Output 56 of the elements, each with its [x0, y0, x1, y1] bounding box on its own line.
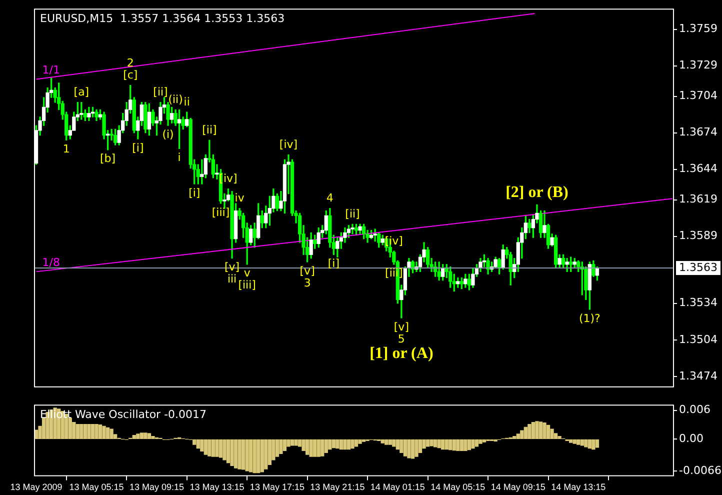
annotation: ii	[184, 95, 190, 108]
annotation: [iii]	[238, 278, 256, 292]
annotation: [i]	[188, 186, 200, 200]
x-tick-label: 14 May 05:15	[430, 482, 486, 492]
x-tick-label: 14 May 09:15	[490, 482, 546, 492]
y-tick-label: 1.3589	[679, 229, 718, 242]
annotation: [i]	[328, 256, 340, 270]
annotation: (1)?	[578, 312, 601, 325]
y-tick-label: 1.3704	[679, 89, 718, 102]
annotation: (ii)	[168, 93, 183, 106]
y-tick-label: 1.3504	[679, 332, 718, 346]
ref-line-label: 1.3563	[679, 260, 718, 274]
x-tick-label: 13 May 21:15	[310, 482, 365, 492]
annotation: 2	[126, 56, 134, 70]
annotation: 3	[304, 276, 311, 290]
annotation: [i]	[132, 141, 144, 154]
annotation: [c]	[123, 68, 138, 82]
series-label: 1/1	[42, 64, 60, 77]
x-tick-label: 14 May 13:15	[551, 482, 606, 492]
annotation: iv	[234, 192, 245, 205]
y-tick-label: 0.00	[679, 432, 704, 446]
annotation: 1	[62, 142, 70, 156]
y-tick-label: 1.3674	[679, 126, 718, 139]
annotation: [v]	[300, 264, 315, 278]
annotation: [iii]	[212, 206, 230, 219]
y-tick-label: 1.3644	[679, 162, 718, 176]
annotation: [b]	[100, 152, 116, 166]
annotation: 4	[326, 192, 334, 205]
annotation: [ii]	[345, 208, 360, 221]
chart-title: EURUSD,M15 1.3557 1.3564 1.3553 1.3563	[40, 12, 285, 25]
y-tick-label: 1.3729	[679, 58, 718, 72]
y-tick-label: 0.006	[679, 403, 710, 416]
annotation: [2] or (B)	[506, 184, 568, 201]
annotation: [v]	[394, 320, 409, 334]
x-tick-label: 13 May 2009	[10, 482, 62, 492]
annotation: iii	[227, 272, 237, 286]
annotation: 5	[398, 332, 405, 346]
x-tick-label: 14 May 01:15	[370, 482, 425, 492]
y-tick-label: 1.3534	[679, 296, 718, 310]
x-tick-label: 13 May 09:15	[129, 482, 184, 492]
annotation: [1] or (A)	[370, 345, 434, 362]
annotation: (i)	[162, 128, 174, 141]
annotation: [ii]	[153, 86, 168, 99]
annotation: [ii]	[202, 124, 217, 137]
y-tick-label: 1.3759	[679, 22, 718, 36]
y-tick-label: 1.3619	[679, 192, 718, 206]
annotation: v	[244, 266, 251, 280]
annotation: [a]	[74, 86, 90, 99]
annotation: i	[178, 151, 181, 164]
series-label: 1/8	[42, 256, 60, 270]
x-tick-label: 13 May 05:15	[69, 482, 124, 492]
x-tick-label: 13 May 17:15	[250, 482, 304, 492]
x-tick-label: 13 May 13:15	[190, 482, 244, 492]
y-tick-label: 1.3474	[679, 369, 718, 382]
y-tick-label: -0.0066	[679, 464, 722, 477]
annotation: [iv]	[279, 138, 298, 152]
